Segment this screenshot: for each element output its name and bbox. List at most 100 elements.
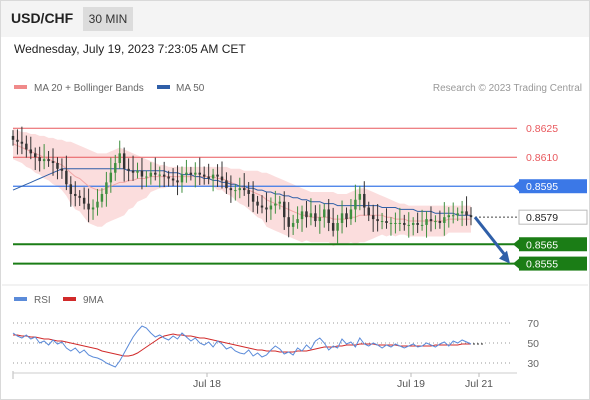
candle-body — [105, 182, 108, 194]
candle-body — [69, 184, 73, 194]
candle-body — [87, 203, 90, 210]
candle-body — [114, 163, 117, 173]
candle-body — [158, 174, 161, 176]
candle-body — [291, 222, 295, 227]
candle-body — [451, 215, 455, 217]
candle-body — [447, 215, 450, 218]
candle-body — [16, 139, 19, 142]
level-label-pointer — [513, 239, 519, 250]
candle-body — [194, 172, 197, 175]
candle-body — [167, 176, 170, 179]
forecast-arrow-line — [473, 216, 509, 259]
candle-body — [265, 207, 268, 210]
candle-body — [82, 197, 86, 204]
level-label-0.8625: 0.8625 — [526, 123, 558, 135]
candle-body — [109, 172, 113, 183]
candle-body — [305, 211, 308, 218]
candle-body — [29, 149, 33, 154]
legend-rsi-label: RSI — [34, 295, 51, 306]
candle-body — [380, 221, 384, 223]
candle-body — [171, 178, 175, 181]
candle-body — [349, 209, 353, 220]
candle-body — [256, 201, 259, 206]
candle-body — [185, 172, 188, 175]
rsi-panel: 70 50 30 — [12, 318, 539, 370]
candle-body — [96, 201, 99, 208]
interval-button[interactable]: 30 MIN — [83, 7, 133, 31]
candle-body — [131, 170, 135, 173]
candle-body — [434, 221, 437, 223]
candle-body — [127, 168, 130, 171]
candle-body — [416, 222, 419, 225]
level-label-box-0.8595 — [519, 179, 587, 194]
candle-body — [118, 153, 121, 164]
level-label-box-0.8565 — [519, 237, 587, 252]
time-tick-label: Jul 19 — [397, 378, 425, 390]
candle-body — [211, 174, 215, 179]
rsi-tick-label: 30 — [527, 358, 539, 370]
legend-rsi-ma-swatch — [63, 297, 76, 301]
forecast-arrowhead — [499, 250, 510, 264]
level-label-box-0.8555 — [519, 256, 587, 271]
candle-body — [11, 135, 15, 140]
candle-body — [420, 224, 424, 226]
candle-body — [47, 159, 50, 162]
candle-body — [269, 205, 273, 210]
candle-body — [243, 188, 246, 191]
candle-body — [78, 195, 81, 198]
candle-body — [25, 143, 28, 150]
candle-body — [251, 193, 255, 202]
time-tick-label: Jul 21 — [465, 378, 493, 390]
chart-datetime: Wednesday, July 19, 2023 7:23:05 AM CET — [14, 42, 246, 56]
candle-body — [323, 209, 326, 218]
forecast-arrow-layer — [473, 216, 510, 264]
candle-body — [376, 219, 379, 222]
candle-body — [122, 153, 126, 169]
candle-body — [345, 213, 348, 220]
candle-body — [385, 221, 388, 223]
candle-body — [318, 217, 322, 222]
candle-body — [260, 205, 264, 208]
candle-body — [327, 209, 330, 223]
candle-body — [331, 222, 335, 231]
candle-body — [220, 176, 224, 181]
candle-body — [145, 176, 148, 178]
candle-body — [198, 172, 201, 175]
level-label-0.8595: 0.8595 — [526, 181, 558, 193]
legend-ma20-swatch — [14, 85, 27, 89]
candle-body — [309, 213, 313, 218]
candle-body — [202, 174, 206, 177]
candle-body — [65, 170, 68, 185]
candle-body — [247, 190, 250, 194]
candle-body — [469, 215, 473, 218]
candle-body — [189, 172, 193, 175]
level-label-0.8610: 0.8610 — [526, 152, 558, 164]
level-label-0.8555: 0.8555 — [526, 259, 558, 271]
candle-body — [460, 211, 464, 214]
candle-body — [296, 219, 299, 223]
level-label-0.8579: 0.8579 — [526, 212, 558, 224]
candle-body — [162, 174, 166, 177]
rsi-tick-label: 50 — [527, 338, 539, 350]
candle-body — [180, 174, 184, 183]
candle-body — [425, 219, 428, 225]
symbol-title: USD/CHF — [11, 10, 74, 26]
candle-body — [336, 222, 339, 231]
rsi-ma-line — [13, 333, 471, 357]
candle-body — [149, 172, 153, 177]
candle-body — [56, 163, 59, 169]
candle-body — [216, 174, 219, 177]
candle-body — [403, 222, 406, 225]
ma20-line — [12, 143, 471, 222]
level-label-pointer — [513, 258, 519, 269]
candle-body — [394, 222, 397, 224]
candle-body — [443, 217, 446, 223]
candle-body — [363, 193, 366, 208]
candle-body — [60, 168, 64, 171]
candle-body — [140, 170, 144, 177]
candle-body — [465, 211, 468, 216]
candle-body — [20, 141, 24, 144]
time-axis: Jul 18 Jul 19 Jul 21 — [12, 371, 517, 390]
